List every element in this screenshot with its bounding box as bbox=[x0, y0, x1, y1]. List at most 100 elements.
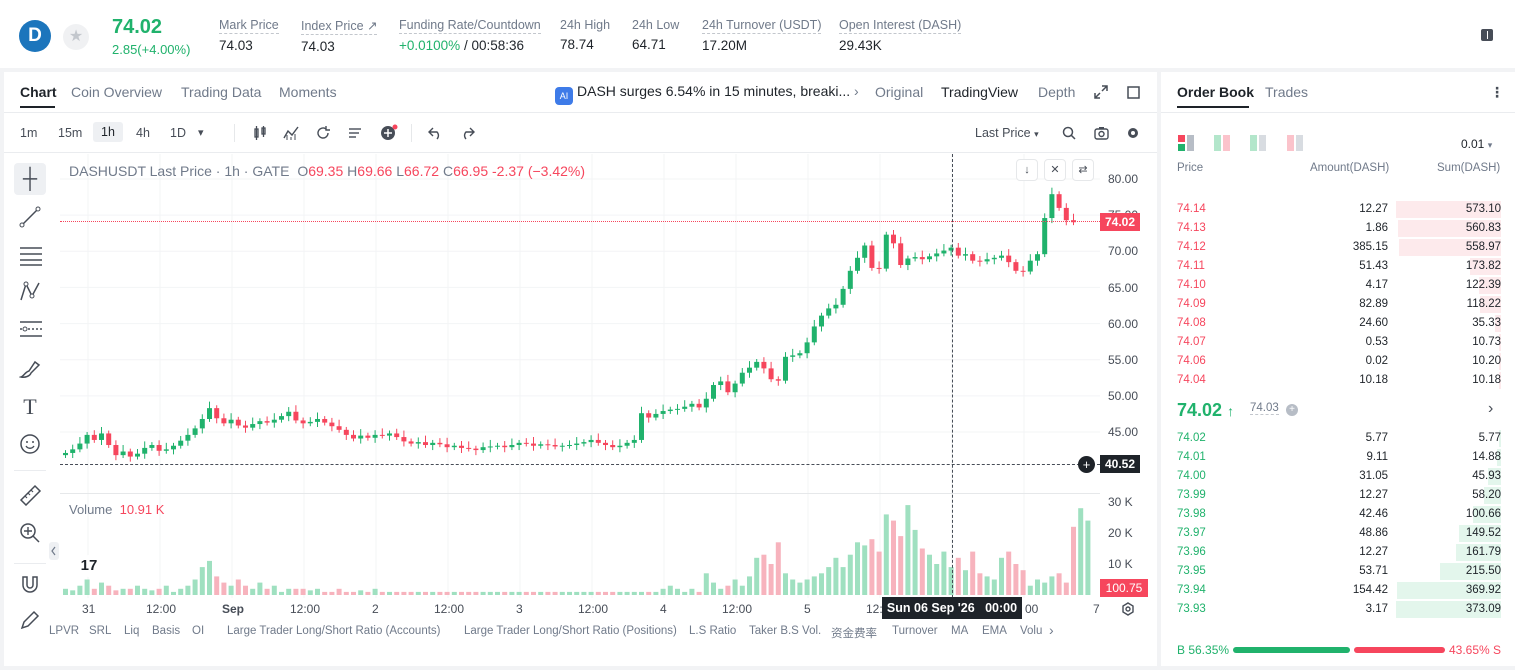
indicator-ls-positions[interactable]: Large Trader Long/Short Ratio (Positions… bbox=[464, 625, 677, 637]
ask-row[interactable]: 74.13 1.86 560.83 bbox=[1177, 219, 1501, 238]
crosshair-icon[interactable]: ┼ bbox=[14, 163, 46, 195]
magnet-icon[interactable] bbox=[19, 573, 41, 595]
bid-row[interactable]: 73.96 12.27 161.79 bbox=[1177, 543, 1501, 562]
indicator-volume[interactable]: Volu bbox=[1020, 625, 1043, 637]
text-icon[interactable]: T bbox=[23, 394, 37, 419]
favorite-star-icon[interactable]: ★ bbox=[63, 24, 89, 50]
row-amount: 0.02 bbox=[1365, 355, 1388, 367]
settings-gear-icon[interactable] bbox=[1126, 126, 1140, 140]
precision-select[interactable]: 0.01 ▾ bbox=[1461, 137, 1492, 151]
indicator-ls-ratio[interactable]: L.S Ratio bbox=[689, 625, 737, 637]
book-icon[interactable] bbox=[1480, 28, 1494, 42]
tab-trades[interactable]: Trades bbox=[1265, 84, 1309, 100]
undo-icon[interactable] bbox=[428, 126, 443, 140]
more-vertical-icon[interactable]: ⋮ bbox=[1490, 84, 1504, 100]
ask-row[interactable]: 74.07 0.53 10.73 bbox=[1177, 333, 1501, 352]
templates-icon[interactable] bbox=[347, 125, 363, 141]
expand-icon[interactable] bbox=[1094, 85, 1108, 99]
swap-icon[interactable]: ⇄ bbox=[1072, 159, 1094, 181]
trendline-icon[interactable] bbox=[19, 206, 41, 228]
bid-row[interactable]: 74.00 31.05 45.93 bbox=[1177, 467, 1501, 486]
ask-row[interactable]: 74.09 82.89 118.22 bbox=[1177, 295, 1501, 314]
indicator-srl[interactable]: SRL bbox=[89, 625, 112, 637]
bid-row[interactable]: 73.95 53.71 215.50 bbox=[1177, 562, 1501, 581]
timeframe-1m[interactable]: 1m bbox=[20, 126, 38, 140]
add-alert-plus-icon[interactable]: + bbox=[1078, 456, 1095, 473]
tab-coin-overview[interactable]: Coin Overview bbox=[71, 84, 163, 100]
arrow-down-icon[interactable]: ↓ bbox=[1016, 159, 1038, 181]
bid-row[interactable]: 73.94 154.42 369.92 bbox=[1177, 581, 1501, 600]
bid-row[interactable]: 73.99 12.27 58.20 bbox=[1177, 486, 1501, 505]
indicators-icon[interactable] bbox=[283, 125, 299, 141]
bid-row[interactable]: 73.98 42.46 100.66 bbox=[1177, 505, 1501, 524]
view-both-icon[interactable] bbox=[1178, 135, 1194, 151]
chevron-right-icon[interactable]: › bbox=[1049, 622, 1054, 638]
view-bids-icon[interactable] bbox=[1250, 135, 1266, 151]
ruler-icon[interactable] bbox=[19, 484, 43, 506]
collapse-icon[interactable]: ✕ bbox=[1044, 159, 1066, 181]
timeframe-1h[interactable]: 1h bbox=[93, 122, 123, 142]
view-original[interactable]: Original bbox=[875, 84, 924, 100]
maximize-icon[interactable] bbox=[1127, 86, 1140, 99]
ask-row[interactable]: 74.04 10.18 10.18 bbox=[1177, 371, 1501, 390]
news-ticker[interactable]: AI DASH surges 6.54% in 15 minutes, break… bbox=[555, 83, 859, 105]
emoji-icon[interactable] bbox=[19, 433, 41, 455]
redo-icon[interactable] bbox=[460, 126, 475, 140]
bid-row[interactable]: 73.93 3.17 373.09 bbox=[1177, 600, 1501, 619]
bid-row[interactable]: 74.02 5.77 5.77 bbox=[1177, 429, 1501, 448]
indicator-ls-accounts[interactable]: Large Trader Long/Short Ratio (Accounts) bbox=[227, 625, 441, 637]
ask-row[interactable]: 74.12 385.15 558.97 bbox=[1177, 238, 1501, 257]
pencil-icon[interactable] bbox=[19, 609, 41, 631]
bid-row[interactable]: 74.01 9.11 14.88 bbox=[1177, 448, 1501, 467]
measure-icon[interactable] bbox=[19, 319, 43, 341]
zoom-icon[interactable] bbox=[19, 522, 41, 544]
tab-trading-data[interactable]: Trading Data bbox=[181, 84, 262, 100]
timeframe-dropdown-icon[interactable]: ▾ bbox=[198, 127, 204, 139]
candle-body bbox=[1056, 194, 1062, 208]
candle bbox=[415, 437, 421, 449]
candle bbox=[711, 382, 716, 402]
indicator-turnover[interactable]: Turnover bbox=[892, 625, 938, 637]
candlestick-chart[interactable] bbox=[60, 154, 1100, 598]
tab-order-book[interactable]: Order Book bbox=[1177, 84, 1255, 100]
timeframe-15m[interactable]: 15m bbox=[58, 126, 83, 140]
timeframe-4h[interactable]: 4h bbox=[136, 126, 150, 140]
indicator-funding-rate[interactable]: 资金费率 bbox=[831, 628, 877, 640]
row-amount: 12.27 bbox=[1359, 546, 1388, 558]
stat-index-price[interactable]: Index Price ↗ 74.03 bbox=[301, 18, 378, 54]
brush-icon[interactable] bbox=[19, 357, 43, 379]
ask-row[interactable]: 74.11 51.43 173.82 bbox=[1177, 257, 1501, 276]
ask-row[interactable]: 74.14 12.27 573.10 bbox=[1177, 200, 1501, 219]
ask-row[interactable]: 74.06 0.02 10.20 bbox=[1177, 352, 1501, 371]
view-split-icon[interactable] bbox=[1214, 135, 1230, 151]
bid-row[interactable]: 73.97 48.86 149.52 bbox=[1177, 524, 1501, 543]
chart-settings-icon[interactable] bbox=[1121, 602, 1135, 616]
timeframe-1d[interactable]: 1D bbox=[170, 126, 186, 140]
candles-icon[interactable] bbox=[252, 125, 268, 141]
volume-bar bbox=[459, 591, 464, 595]
ask-row[interactable]: 74.08 24.60 35.33 bbox=[1177, 314, 1501, 333]
indicator-oi[interactable]: OI bbox=[192, 625, 205, 637]
fib-icon[interactable] bbox=[19, 244, 43, 266]
indicator-taker-vol[interactable]: Taker B.S Vol. bbox=[749, 625, 822, 637]
indicator-lpvr[interactable]: LPVR bbox=[49, 625, 80, 637]
indicator-ema[interactable]: EMA bbox=[982, 625, 1007, 637]
price-type-select[interactable]: Last Price ▾ bbox=[975, 126, 1039, 140]
indicator-basis[interactable]: Basis bbox=[152, 625, 181, 637]
collapse-toolbar-icon[interactable] bbox=[49, 542, 59, 560]
replay-icon[interactable] bbox=[315, 125, 331, 141]
ask-row[interactable]: 74.10 4.17 122.39 bbox=[1177, 276, 1501, 295]
tab-chart[interactable]: Chart bbox=[20, 84, 57, 100]
add-alert-icon[interactable] bbox=[380, 124, 398, 142]
view-tradingview[interactable]: TradingView bbox=[941, 84, 1019, 100]
indicator-liq[interactable]: Liq bbox=[124, 625, 140, 637]
view-depth[interactable]: Depth bbox=[1038, 84, 1076, 100]
camera-icon[interactable] bbox=[1094, 126, 1109, 140]
view-asks-icon[interactable] bbox=[1287, 135, 1303, 151]
candle bbox=[451, 442, 457, 451]
tab-moments[interactable]: Moments bbox=[279, 84, 337, 100]
indicator-ma[interactable]: MA bbox=[951, 625, 969, 637]
search-icon[interactable] bbox=[1062, 126, 1076, 140]
chevron-right-icon[interactable]: › bbox=[1488, 400, 1494, 417]
pattern-icon[interactable] bbox=[19, 281, 41, 303]
